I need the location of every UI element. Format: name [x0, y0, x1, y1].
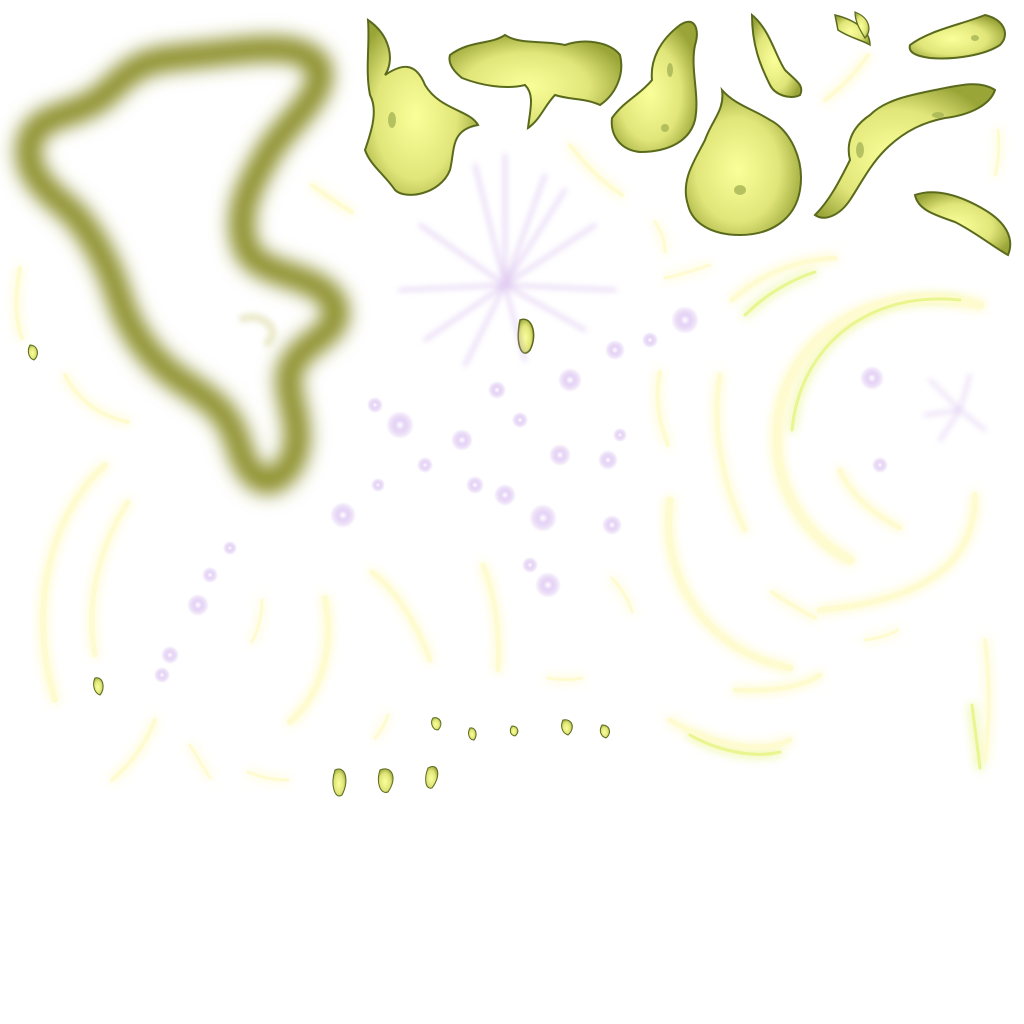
ember-sprite — [425, 766, 439, 789]
sparkle-sprite — [558, 368, 582, 392]
ember-sprites — [27, 344, 610, 797]
sparkle-sprite — [529, 504, 557, 532]
starburst-sprite — [923, 373, 987, 442]
sparkle-sprite — [330, 502, 356, 528]
sparkle-sprite — [488, 381, 506, 399]
slash-arc-sprite — [110, 718, 157, 782]
slash-arc-sprite — [89, 499, 131, 658]
slash-arc-sprite — [983, 638, 991, 762]
flame-sprite — [610, 20, 698, 154]
aura-outline-sprite — [15, 35, 350, 495]
slash-arc-sprite — [790, 297, 962, 432]
slash-arc-sprite — [610, 576, 634, 614]
slash-arc-sprite — [743, 270, 817, 317]
flame-sprite — [750, 12, 803, 98]
starburst-sprite — [398, 153, 617, 367]
ember-sprite — [377, 768, 394, 793]
sparkle-sprite — [602, 515, 622, 535]
slash-arc-sprite — [546, 676, 584, 681]
sparkle-sprite — [371, 478, 385, 492]
slash-arc-sprite — [373, 713, 390, 740]
sparkle-sprite — [451, 429, 473, 451]
ember-sprite — [599, 724, 610, 739]
flame-sprite — [684, 86, 802, 237]
slash-arc-sprite — [655, 370, 670, 447]
sparkle-sprite — [202, 567, 218, 583]
ember-sprite — [561, 719, 573, 736]
slash-arc-sprite — [63, 373, 130, 424]
sparkle-sprite — [223, 541, 237, 555]
sparkle-sprite — [417, 457, 433, 473]
ember-sprite — [468, 727, 477, 741]
slash-arc-sprite — [40, 462, 108, 703]
ember-sprite — [509, 725, 519, 737]
sparkle-sprite — [386, 411, 414, 439]
slash-arc-sprite — [653, 220, 667, 254]
sparkle-sprite — [512, 412, 528, 428]
sparkle-sprite — [872, 457, 888, 473]
sparkle-sprite — [187, 594, 209, 616]
sparkle-sprite — [598, 450, 618, 470]
slash-arc-sprite — [732, 672, 823, 693]
sparkle-sprite — [367, 397, 383, 413]
sparkle-sprite — [549, 444, 571, 466]
slash-arc-sprite — [863, 628, 900, 642]
slash-arc-sprite — [369, 569, 433, 663]
slash-arc-sprite — [14, 266, 24, 340]
flame-sprite — [913, 191, 1012, 257]
sparkle-sprite — [860, 366, 884, 390]
flame-sprites — [363, 11, 1012, 354]
aura-outline-inner-shade — [238, 313, 277, 349]
sparkle-sprite — [161, 646, 179, 664]
slash-arc-sprite — [772, 294, 985, 565]
slash-arc-sprites — [14, 53, 1001, 782]
slash-arc-sprite — [970, 703, 982, 770]
sparkle-sprite — [154, 667, 170, 683]
sparkle-sprite — [671, 306, 699, 334]
slash-arc-sprite — [287, 595, 331, 725]
slash-arc-sprite — [770, 590, 817, 620]
ember-sprite — [27, 344, 38, 361]
slash-arc-sprite — [663, 263, 712, 280]
sparkle-sprite — [642, 332, 658, 348]
flame-sprite — [854, 11, 870, 40]
slash-arc-sprite — [250, 598, 264, 644]
flame-sprite — [908, 13, 1006, 60]
slash-arc-sprite — [480, 562, 501, 673]
flame-sprite — [813, 83, 997, 219]
slash-arc-sprite — [688, 733, 782, 756]
sparkle-sprite — [466, 476, 484, 494]
flame-sprite — [448, 33, 623, 131]
slash-arc-sprite — [246, 770, 290, 782]
sparkle-sprite — [613, 428, 627, 442]
slash-arc-sprite — [729, 255, 838, 303]
sparkle-sprite — [535, 572, 561, 598]
slash-arc-sprite — [823, 53, 870, 102]
slash-arc-sprite — [310, 183, 354, 214]
ember-sprite — [332, 768, 347, 797]
sparkle-sprite — [522, 557, 538, 573]
slash-arc-sprite — [665, 496, 794, 672]
flame-sprite — [834, 13, 871, 47]
slash-arc-sprite — [837, 467, 903, 531]
slash-arc-sprite — [817, 492, 978, 613]
sparkle-sprites — [154, 306, 888, 683]
flame-sprite — [363, 17, 480, 196]
slash-arc-sprite — [667, 717, 793, 750]
slash-arc-sprite — [993, 128, 1001, 177]
slash-arc-sprite — [188, 743, 212, 780]
sparkle-sprite — [605, 340, 625, 360]
ember-sprite — [93, 677, 104, 696]
ember-sprite — [431, 717, 442, 731]
sparkle-sprite — [494, 484, 516, 506]
flame-hole-marks — [388, 35, 979, 195]
slash-arc-sprite — [714, 372, 748, 533]
slash-arc-sprite — [568, 143, 624, 197]
